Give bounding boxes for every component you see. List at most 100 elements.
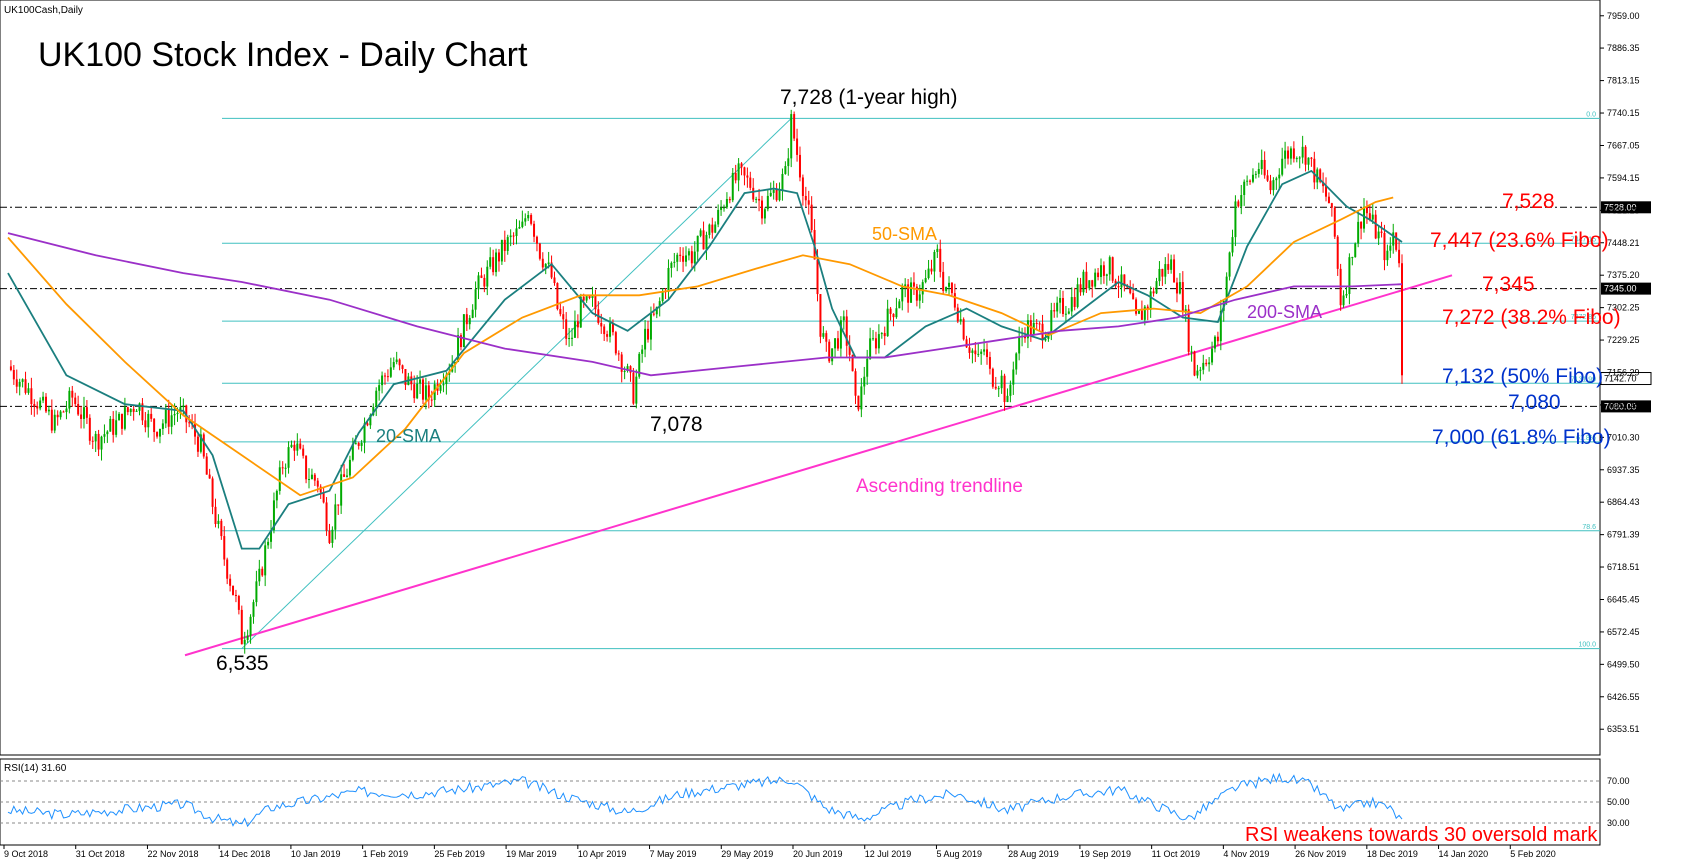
candle-body	[308, 479, 311, 481]
candle-body	[100, 436, 103, 450]
candle-body	[1067, 311, 1070, 314]
sma-200-line	[7, 232, 1403, 377]
candle-body	[305, 455, 308, 480]
candle-body	[1091, 280, 1094, 287]
candle-body	[629, 366, 632, 373]
candle-body	[47, 409, 50, 412]
candle-body	[328, 530, 331, 543]
candle-body	[509, 235, 512, 238]
level-tag-box	[1601, 282, 1651, 295]
candle-body	[214, 506, 217, 525]
candle-body	[141, 403, 144, 421]
candle-body	[381, 375, 384, 386]
candle-body	[205, 456, 208, 475]
candle-body	[781, 173, 784, 191]
candle-body	[278, 467, 281, 491]
candle-body	[120, 413, 123, 429]
candle-body	[398, 359, 401, 366]
candle-body	[188, 422, 191, 424]
candle-body	[1035, 322, 1038, 324]
candle-body	[465, 314, 468, 325]
candle-body	[898, 301, 901, 309]
candle-body	[603, 326, 606, 335]
candle-body	[740, 163, 743, 168]
candle-body	[1234, 201, 1237, 238]
price-tick-label: 6791.39	[1607, 530, 1640, 540]
candle-body	[582, 296, 585, 301]
candle-body	[991, 368, 994, 387]
level-label-7000: 7,000 (61.8% Fibo)	[1432, 426, 1611, 449]
candle-body	[1158, 268, 1161, 282]
candle-body	[921, 282, 924, 295]
candle-body	[550, 262, 553, 278]
candle-body	[462, 314, 465, 348]
candle-body	[1056, 302, 1059, 312]
candle-body	[477, 275, 480, 290]
candle-body	[617, 353, 620, 355]
candle-body	[1365, 206, 1368, 214]
candle-body	[1173, 259, 1176, 283]
candle-body	[720, 207, 723, 210]
candle-body	[80, 414, 83, 419]
candle-body	[690, 251, 693, 264]
candle-body	[1094, 272, 1097, 287]
candle-body	[1345, 294, 1348, 296]
candle-body	[258, 568, 261, 582]
candle-body	[901, 286, 904, 302]
sma-50-line	[7, 196, 1394, 497]
candle-body	[728, 199, 731, 201]
candle-body	[945, 286, 948, 291]
candle-body	[775, 189, 778, 201]
candle-body	[129, 408, 132, 413]
candle-body	[91, 440, 94, 442]
candle-body	[936, 248, 939, 252]
candle-body	[170, 415, 173, 427]
candle-body	[334, 504, 337, 530]
candle-body	[518, 227, 521, 229]
candle-body	[252, 602, 255, 617]
candle-body	[1135, 299, 1138, 314]
candle-body	[766, 195, 769, 210]
candle-body	[731, 172, 734, 201]
candle-body	[915, 286, 918, 301]
candle-body	[556, 283, 559, 310]
candle-body	[88, 417, 91, 441]
candle-body	[21, 379, 24, 382]
candle-body	[1140, 310, 1143, 320]
candle-body	[515, 228, 518, 237]
candle-body	[1026, 320, 1029, 339]
candle-body	[506, 237, 509, 251]
candle-body	[1149, 291, 1152, 310]
candle-body	[1099, 265, 1102, 278]
candle-body	[357, 443, 360, 446]
date-tick-label: 18 Dec 2019	[1367, 849, 1418, 859]
candle-body	[1129, 287, 1132, 294]
candle-body	[1368, 213, 1371, 220]
candle-body	[717, 209, 720, 225]
candle-body	[56, 414, 59, 418]
candle-body	[337, 504, 340, 506]
candle-body	[804, 195, 807, 201]
label-20-sma: 20-SMA	[376, 426, 441, 446]
candle-body	[1137, 310, 1140, 314]
candle-body	[538, 243, 541, 259]
candle-body	[1348, 257, 1351, 295]
candle-body	[1325, 186, 1328, 197]
candle-body	[1272, 180, 1275, 191]
candle-body	[1295, 158, 1298, 160]
candle-body	[346, 475, 349, 477]
candle-body	[132, 408, 135, 412]
candle-body	[1278, 174, 1281, 179]
annotation-low-7078: 7,078	[650, 413, 703, 436]
candle-body	[661, 291, 664, 302]
candle-body	[1190, 351, 1193, 353]
candle-body	[907, 284, 910, 303]
candle-body	[685, 255, 688, 262]
candle-body	[834, 338, 837, 349]
date-tick-label: 5 Aug 2019	[936, 849, 982, 859]
candle-body	[1287, 150, 1290, 159]
candle-body	[1301, 146, 1304, 158]
candle-body	[18, 381, 21, 387]
candle-body	[983, 349, 986, 352]
